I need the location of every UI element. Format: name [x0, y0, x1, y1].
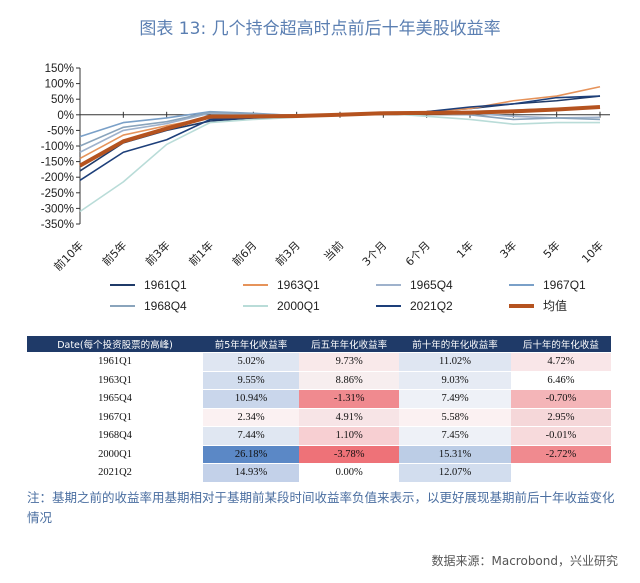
row-value-cell: 11.02% [399, 352, 511, 371]
series-line-均值 [79, 105, 601, 168]
line-chart: 150% 100% 50% 0% -50% -100% -150% -200% -250% -30… [41, 63, 610, 313]
row-value-cell: 7.44% [203, 426, 300, 445]
legend-label: 1961Q1 [144, 278, 187, 292]
table-header-cell: Date(每个投资股票的高峰) [27, 336, 203, 353]
legend-label: 1967Q1 [543, 278, 586, 292]
legend: 1961Q1 1963Q1 1965Q4 1967Q1 1968Q4 2000Q1 2021… [110, 278, 586, 313]
row-value-cell: -0.70% [510, 389, 611, 408]
row-date-cell: 1961Q1 [27, 352, 203, 371]
y-tick-label: 0% [57, 110, 74, 122]
row-value-cell: 12.07% [399, 463, 511, 482]
row-value-cell: 15.31% [399, 445, 511, 464]
row-value-cell: 1.10% [299, 426, 400, 445]
y-tick-label: -150% [41, 157, 74, 169]
table-header-cell: 前5年年化收益率 [203, 336, 300, 353]
row-value-cell: 9.73% [299, 352, 400, 371]
y-tick-label: -350% [41, 219, 74, 231]
x-tick-label: 3年 [497, 238, 520, 261]
row-value-cell: 9.03% [399, 371, 511, 390]
x-tick-label: 当前 [321, 238, 346, 263]
table-header-cell: 前十年的年化收益率 [399, 336, 511, 353]
y-tick-label: -300% [41, 203, 74, 215]
row-value-cell: 2.34% [203, 408, 300, 427]
row-value-cell: 14.93% [203, 463, 300, 482]
row-value-cell: 10.94% [203, 389, 300, 408]
row-value-cell: 6.46% [510, 371, 611, 390]
x-tick-label: 5年 [540, 238, 563, 261]
x-tick-label: 前1年 [186, 238, 216, 268]
legend-label: 1968Q4 [144, 299, 187, 313]
y-tick-label: 50% [51, 94, 74, 106]
table-row: 1963Q1 9.55% 8.86% 9.03% 6.46% [27, 371, 611, 390]
series-lines [79, 85, 601, 213]
x-tick-label: 3个月 [360, 239, 390, 269]
y-tick-label: -100% [41, 141, 74, 153]
row-value-cell: 8.86% [299, 371, 400, 390]
legend-label: 2000Q1 [277, 299, 320, 313]
y-tick-label: 150% [45, 63, 74, 75]
y-tick-label: -250% [41, 188, 74, 200]
x-tick-label: 前3月 [272, 238, 302, 268]
row-value-cell: -3.78% [299, 445, 400, 464]
x-tick-label: 前3年 [142, 238, 172, 268]
x-tick-label: 前5年 [99, 238, 129, 268]
table-header-cell: 后十年的年化收益 [510, 336, 611, 353]
row-date-cell: 2000Q1 [27, 445, 203, 464]
table-row: 1968Q4 7.44% 1.10% 7.45% -0.01% [27, 426, 611, 445]
returns-table: Date(每个投资股票的高峰) 前5年年化收益率 后五年年化收益率 前十年的年化收益率… [27, 336, 611, 483]
row-date-cell: 1967Q1 [27, 408, 203, 427]
row-value-cell: 2.95% [510, 408, 611, 427]
table-header-row: Date(每个投资股票的高峰) 前5年年化收益率 后五年年化收益率 前十年的年化收益率… [27, 336, 611, 353]
x-tick-label: 1年 [453, 238, 476, 261]
source-note: 数据来源：Macrobond，兴业研究 [431, 554, 619, 568]
table-row: 2021Q2 14.93% 0.00% 12.07% [27, 463, 611, 482]
x-tick-label: 10年 [579, 238, 607, 266]
table-row: 1961Q1 5.02% 9.73% 11.02% 4.72% [27, 352, 611, 371]
x-tick-label: 6个月 [403, 239, 433, 269]
y-tick-label: -50% [47, 125, 74, 137]
legend-label: 1963Q1 [277, 278, 320, 292]
row-value-cell: 4.91% [299, 408, 400, 427]
row-date-cell: 1965Q4 [27, 389, 203, 408]
row-value-cell: 7.49% [399, 389, 511, 408]
row-value-cell [510, 463, 611, 482]
table-row: 1967Q1 2.34% 4.91% 5.58% 2.95% [27, 408, 611, 427]
series-line-2021Q2 [79, 95, 601, 181]
x-tick-label: 前10年 [51, 238, 86, 273]
table-header-cell: 后五年年化收益率 [299, 336, 400, 353]
row-value-cell: 26.18% [203, 445, 300, 464]
table-row: 2000Q1 26.18% -3.78% 15.31% -2.72% [27, 445, 611, 464]
row-value-cell: -1.31% [299, 389, 400, 408]
series-line-1961Q1 [79, 95, 601, 172]
x-tick-label: 前6月 [229, 238, 259, 268]
legend-label: 1965Q4 [410, 278, 453, 292]
row-value-cell: 7.45% [399, 426, 511, 445]
row-value-cell: 5.02% [203, 352, 300, 371]
row-date-cell: 1963Q1 [27, 371, 203, 390]
chart-title: 图表 13: 几个持仓超高时点前后十年美股收益率 [139, 19, 501, 39]
row-value-cell: 0.00% [299, 463, 400, 482]
legend-label: 均值 [543, 298, 567, 313]
row-date-cell: 2021Q2 [27, 463, 203, 482]
row-date-cell: 1968Q4 [27, 426, 203, 445]
axes: 150% 100% 50% 0% -50% -100% -150% -200% -250% -30… [41, 63, 610, 274]
row-value-cell: 5.58% [399, 408, 511, 427]
row-value-cell: 4.72% [510, 352, 611, 371]
y-tick-label: 100% [45, 79, 74, 91]
table-body: 1961Q1 5.02% 9.73% 11.02% 4.72% 1963Q1 9.55% 8.… [27, 352, 611, 482]
footnote: 注：基期之前的收益率用基期相对于基期前某段时间收益率负值来表示，以更好展现基期前… [27, 490, 615, 525]
legend-label: 2021Q2 [410, 299, 453, 313]
table-row: 1965Q4 10.94% -1.31% 7.49% -0.70% [27, 389, 611, 408]
row-value-cell: -0.01% [510, 426, 611, 445]
row-value-cell: 9.55% [203, 371, 300, 390]
row-value-cell: -2.72% [510, 445, 611, 464]
y-tick-label: -200% [41, 172, 74, 184]
